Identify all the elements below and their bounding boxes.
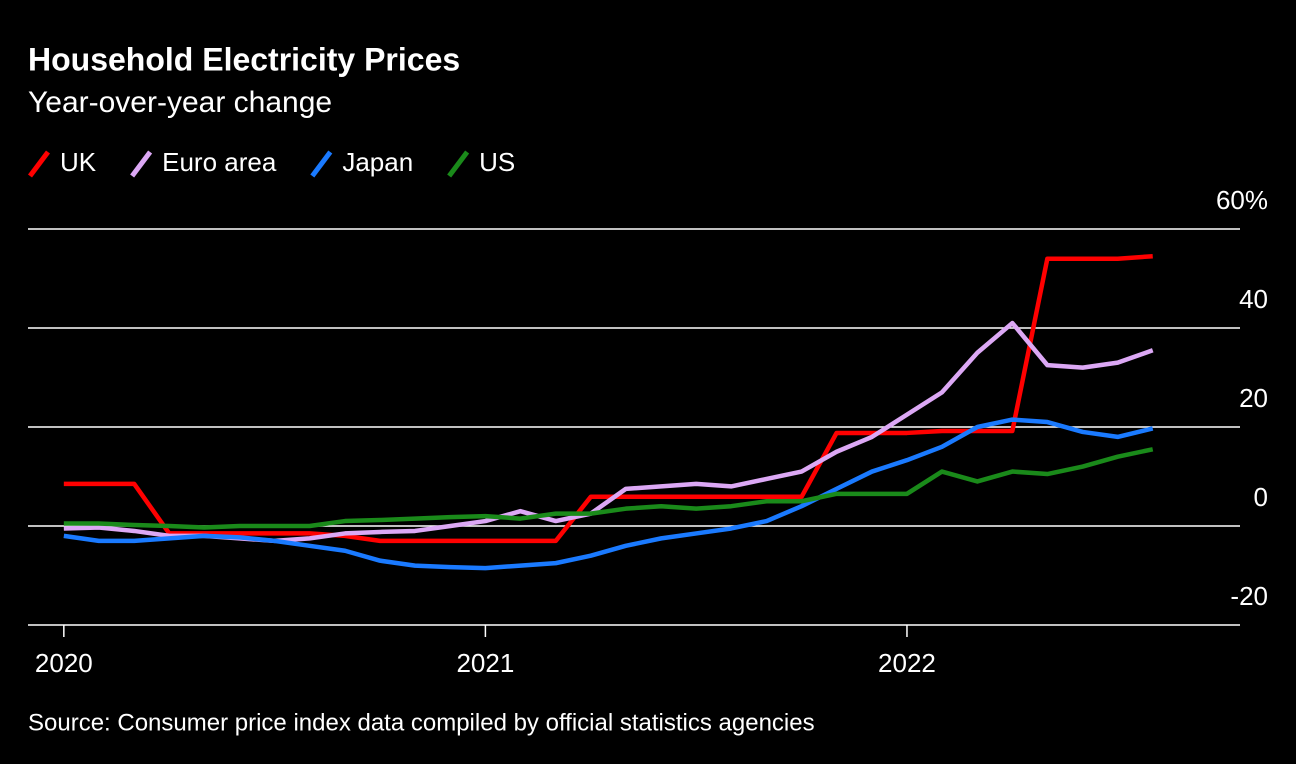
legend-label: Japan bbox=[342, 147, 413, 177]
legend-swatch bbox=[28, 150, 50, 178]
x-tick-label: 2022 bbox=[878, 648, 936, 678]
line bbox=[63, 447, 1154, 530]
chart-subtitle: Year-over-year change bbox=[28, 86, 332, 119]
x-tick-label: 2021 bbox=[456, 648, 514, 678]
x-tick-label: 2020 bbox=[35, 648, 93, 678]
legend-swatch bbox=[130, 150, 153, 178]
line bbox=[63, 417, 1154, 571]
y-tick-label: 20 bbox=[1239, 383, 1268, 413]
legend-swatch bbox=[310, 150, 333, 178]
y-tick-label: -20 bbox=[1230, 581, 1268, 611]
source: Source: Consumer price index data compil… bbox=[28, 709, 815, 736]
legend-swatch bbox=[447, 150, 470, 178]
y-tick-label: 40 bbox=[1239, 284, 1268, 314]
y-tick-label: 0 bbox=[1254, 482, 1268, 512]
chart-title: Household Electricity Prices bbox=[28, 41, 460, 77]
y-tick-label: 60% bbox=[1216, 185, 1268, 215]
line bbox=[63, 253, 1153, 544]
legend-label: US bbox=[479, 147, 515, 177]
legend-label: Euro area bbox=[162, 147, 277, 177]
legend-label: UK bbox=[60, 147, 97, 177]
